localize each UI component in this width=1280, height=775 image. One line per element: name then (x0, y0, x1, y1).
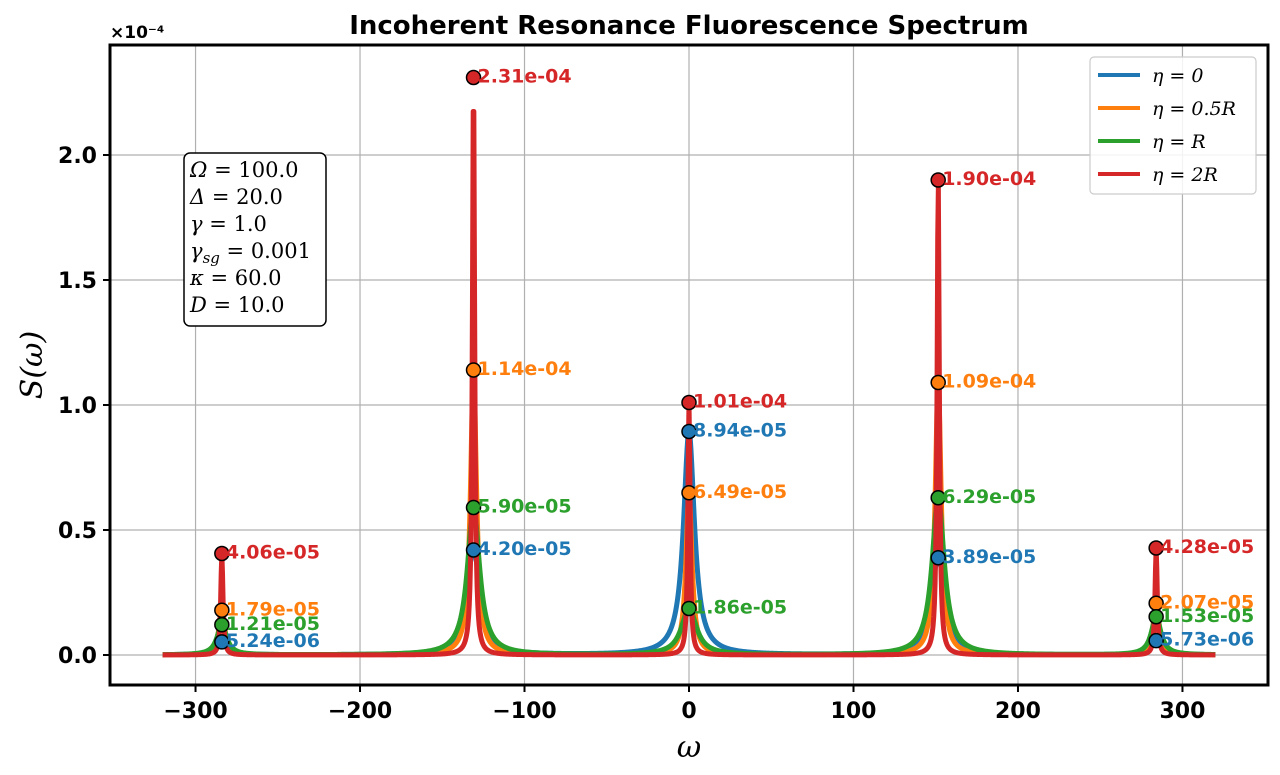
legend-label: η = 0.5R (1152, 98, 1236, 120)
x-axis-label: ω (677, 730, 701, 765)
peak-marker (1148, 609, 1164, 625)
peak-data-label: 3.89e-05 (942, 546, 1036, 568)
y-tick-label: 1.0 (58, 394, 97, 419)
peak-data-label: 1.01e-04 (693, 391, 787, 413)
parameter-box-frame (183, 152, 327, 327)
parameter-text: γsg = 0.001 (190, 239, 311, 267)
peak-marker (930, 550, 946, 566)
peak-data-label: 1.86e-05 (693, 597, 787, 619)
peak-data-label: 1.79e-05 (226, 598, 320, 620)
peak-marker (681, 485, 697, 501)
peak-marker (465, 362, 482, 378)
peak-data-label: 4.28e-05 (1160, 536, 1254, 558)
x-tick-label: 100 (831, 699, 877, 724)
peak-data-label: 5.24e-06 (226, 630, 320, 652)
legend-label: η = 2R (1152, 164, 1218, 186)
x-tick-label: −200 (328, 699, 392, 724)
legend-label: η = 0 (1152, 65, 1203, 87)
legend-frame (1089, 56, 1257, 195)
legend: η = 0 η = 0.5R η = R η = 2R (1089, 56, 1257, 195)
peak-data-label: 5.90e-05 (478, 496, 572, 518)
legend-label: η = R (1152, 131, 1206, 153)
peak-marker (930, 172, 946, 188)
parameter-text: κ = 60.0 (189, 266, 282, 290)
peak-data-label: 8.94e-05 (693, 420, 787, 442)
chart-title: Incoherent Resonance Fluorescence Spectr… (349, 11, 1029, 41)
peak-data-label: 1.14e-04 (478, 358, 572, 380)
peak-data-labels: 5.24e-06 4.20e-05 8.94e-05 3.89e-05 5.73e-06… (226, 66, 1254, 652)
peak-data-label: 1.53e-05 (1160, 605, 1254, 627)
parameter-text: D = 10.0 (189, 293, 285, 317)
peak-marker (1148, 540, 1164, 556)
peak-marker (681, 600, 697, 617)
peak-marker (1148, 632, 1164, 649)
peak-data-label: 5.73e-06 (1160, 629, 1254, 651)
x-axis-ticks: −300 −200 −100 0 100 200 300 (163, 685, 1205, 724)
peak-marker (214, 545, 230, 562)
y-offset-label: ×10⁻⁴ (110, 23, 164, 43)
parameter-text: Δ = 20.0 (189, 185, 283, 209)
peak-data-label: 6.29e-05 (942, 486, 1036, 508)
peak-marker (681, 394, 697, 411)
peak-data-label: 1.90e-04 (942, 168, 1036, 190)
y-tick-label: 2.0 (58, 144, 97, 169)
peak-marker (214, 617, 230, 633)
x-tick-label: −100 (492, 699, 556, 724)
peak-marker (681, 423, 697, 440)
y-axis-label: S(ω) (15, 331, 50, 399)
peak-marker (214, 634, 230, 650)
y-tick-label: 1.5 (58, 269, 97, 294)
y-tick-label: 0.0 (58, 644, 97, 669)
parameter-text: γ = 1.0 (190, 212, 267, 236)
peak-marker (930, 490, 946, 506)
x-tick-label: 200 (995, 699, 1041, 724)
peak-data-label: 1.21e-05 (226, 613, 320, 635)
x-tick-label: −300 (163, 699, 227, 724)
peak-data-label: 6.49e-05 (693, 481, 787, 503)
peak-marker (930, 374, 946, 391)
x-tick-label: 300 (1159, 699, 1205, 724)
peak-data-label: 2.31e-04 (478, 66, 572, 88)
peak-markers (214, 69, 1164, 650)
y-axis-ticks: 0.0 0.5 1.0 1.5 2.0 (58, 144, 110, 669)
peak-marker (465, 542, 482, 558)
peak-marker (465, 69, 482, 86)
peak-data-label: 4.20e-05 (478, 538, 572, 560)
parameter-text: Ω = 100.0 (189, 158, 299, 182)
x-tick-label: 0 (681, 699, 696, 724)
y-tick-label: 0.5 (58, 519, 97, 544)
peak-marker (465, 499, 482, 516)
peak-data-label: 2.07e-05 (1160, 591, 1254, 613)
peak-data-label: 1.09e-04 (942, 371, 1036, 393)
peak-data-label: 4.06e-05 (226, 542, 320, 564)
